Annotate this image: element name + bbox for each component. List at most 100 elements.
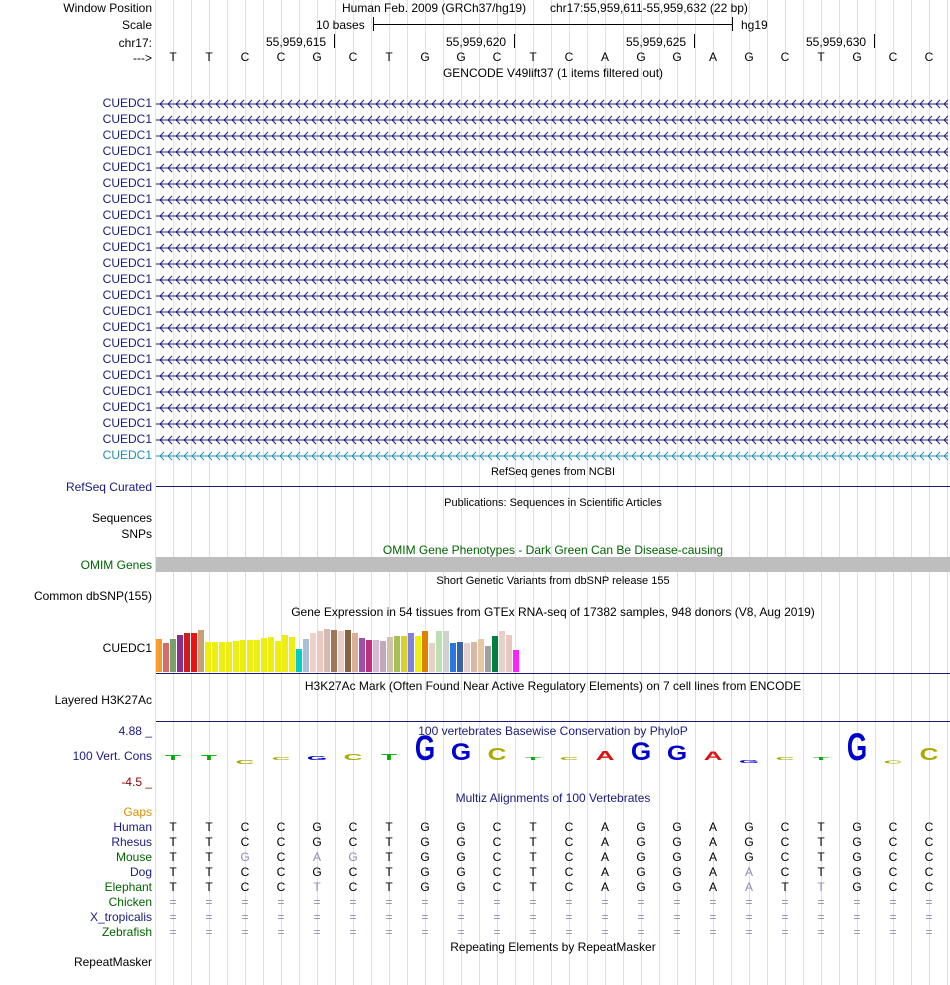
gtex-tissue-bar[interactable] — [443, 631, 449, 672]
gtex-bar-chart[interactable] — [156, 620, 556, 672]
gtex-tissue-bar[interactable] — [324, 629, 330, 672]
gtex-tissue-bar[interactable] — [198, 630, 204, 672]
gtex-tissue-bar[interactable] — [247, 640, 253, 672]
gtex-tissue-bar[interactable] — [310, 633, 316, 672]
gencode-transcript-row[interactable] — [156, 114, 949, 125]
gencode-transcript-row[interactable] — [156, 354, 949, 365]
gencode-transcript-label[interactable]: CUEDC1 — [102, 448, 152, 462]
gtex-tissue-bar[interactable] — [485, 646, 491, 672]
multiz-species-label[interactable]: Rhesus — [111, 835, 152, 849]
gencode-transcript-label[interactable]: CUEDC1 — [102, 192, 152, 206]
gencode-transcript-label[interactable]: CUEDC1 — [102, 240, 152, 254]
gtex-tissue-bar[interactable] — [499, 631, 505, 672]
gtex-tissue-bar[interactable] — [408, 633, 414, 672]
multiz-species-label[interactable]: Zebrafish — [101, 925, 152, 939]
gtex-tissue-bar[interactable] — [352, 633, 358, 672]
dbsnp-track-label[interactable]: Common dbSNP(155) — [33, 589, 152, 603]
snps-track-label[interactable]: SNPs — [121, 527, 152, 541]
gencode-transcript-label[interactable]: CUEDC1 — [102, 432, 152, 446]
gtex-tissue-bar[interactable] — [345, 630, 351, 672]
repeatmasker-track-label[interactable]: RepeatMasker — [73, 955, 152, 969]
gencode-transcript-row[interactable] — [156, 226, 949, 237]
gtex-tissue-bar[interactable] — [282, 635, 288, 672]
gencode-transcript-row[interactable] — [156, 210, 949, 221]
gtex-tissue-bar[interactable] — [380, 641, 386, 672]
gtex-tissue-bar[interactable] — [450, 643, 456, 672]
gencode-transcript-label[interactable]: CUEDC1 — [102, 352, 152, 366]
gencode-transcript-label[interactable]: CUEDC1 — [102, 144, 152, 158]
gencode-transcript-label[interactable]: CUEDC1 — [102, 272, 152, 286]
gencode-transcript-row[interactable] — [156, 162, 949, 173]
gtex-tissue-bar[interactable] — [331, 630, 337, 672]
gencode-transcript-row[interactable] — [156, 98, 949, 109]
gtex-tissue-bar[interactable] — [401, 636, 407, 672]
gtex-tissue-bar[interactable] — [296, 649, 302, 672]
gtex-tissue-bar[interactable] — [163, 643, 169, 672]
gtex-tissue-bar[interactable] — [373, 640, 379, 672]
multiz-species-label[interactable]: Elephant — [104, 880, 152, 894]
gencode-transcript-row[interactable] — [156, 130, 949, 141]
sequences-track-label[interactable]: Sequences — [91, 511, 152, 525]
gencode-transcript-label[interactable]: CUEDC1 — [102, 176, 152, 190]
gtex-tissue-bar[interactable] — [261, 638, 267, 672]
gencode-transcript-row[interactable] — [156, 194, 949, 205]
gtex-tissue-bar[interactable] — [268, 637, 274, 672]
gencode-transcript-row[interactable] — [156, 402, 949, 413]
gtex-tissue-bar[interactable] — [191, 633, 197, 672]
gtex-tissue-bar[interactable] — [317, 631, 323, 672]
gtex-tissue-bar[interactable] — [177, 635, 183, 672]
gtex-tissue-bar[interactable] — [436, 631, 442, 672]
gencode-transcript-label[interactable]: CUEDC1 — [102, 112, 152, 126]
gencode-transcript-label[interactable]: CUEDC1 — [102, 304, 152, 318]
gtex-tissue-bar[interactable] — [415, 636, 421, 672]
gencode-transcript-label[interactable]: CUEDC1 — [102, 416, 152, 430]
gtex-tissue-bar[interactable] — [303, 639, 309, 672]
gencode-transcript-label[interactable]: CUEDC1 — [102, 96, 152, 110]
gencode-transcript-row[interactable] — [156, 242, 949, 253]
gencode-transcript-label[interactable]: CUEDC1 — [102, 256, 152, 270]
gtex-tissue-bar[interactable] — [226, 642, 232, 672]
gtex-tissue-bar[interactable] — [464, 643, 470, 672]
gencode-transcript-label[interactable]: CUEDC1 — [102, 208, 152, 222]
gtex-tissue-bar[interactable] — [170, 639, 176, 672]
gtex-tissue-bar[interactable] — [156, 639, 162, 672]
gtex-tissue-bar[interactable] — [513, 650, 519, 672]
multiz-species-label[interactable]: Dog — [129, 865, 152, 879]
gtex-tissue-bar[interactable] — [359, 638, 365, 672]
multiz-species-label[interactable]: X_tropicalis — [89, 910, 152, 924]
gtex-tissue-bar[interactable] — [338, 631, 344, 672]
gtex-tissue-bar[interactable] — [394, 636, 400, 672]
gtex-gene-label[interactable]: CUEDC1 — [102, 641, 152, 655]
gtex-tissue-bar[interactable] — [254, 640, 260, 672]
gencode-transcript-label[interactable]: CUEDC1 — [102, 336, 152, 350]
gtex-tissue-bar[interactable] — [184, 633, 190, 672]
gencode-transcript-row[interactable] — [156, 146, 949, 157]
omim-track-label[interactable]: OMIM Genes — [80, 558, 152, 572]
gencode-transcript-label[interactable]: CUEDC1 — [102, 288, 152, 302]
gencode-transcript-row[interactable] — [156, 386, 949, 397]
gtex-tissue-bar[interactable] — [219, 642, 225, 672]
gtex-tissue-bar[interactable] — [289, 637, 295, 672]
gtex-tissue-bar[interactable] — [275, 641, 281, 672]
gtex-tissue-bar[interactable] — [457, 642, 463, 672]
gtex-tissue-bar[interactable] — [471, 642, 477, 672]
gtex-tissue-bar[interactable] — [233, 641, 239, 672]
gtex-tissue-bar[interactable] — [366, 640, 372, 672]
gtex-tissue-bar[interactable] — [478, 639, 484, 672]
gencode-transcript-label[interactable]: CUEDC1 — [102, 368, 152, 382]
gencode-transcript-label[interactable]: CUEDC1 — [102, 384, 152, 398]
gencode-transcript-label[interactable]: CUEDC1 — [102, 160, 152, 174]
gencode-transcript-row[interactable] — [156, 274, 949, 285]
gtex-tissue-bar[interactable] — [506, 635, 512, 672]
omim-bar[interactable] — [156, 557, 950, 572]
gencode-transcript-row[interactable] — [156, 338, 949, 349]
gencode-transcript-row[interactable] — [156, 450, 949, 461]
gencode-transcript-row[interactable] — [156, 290, 949, 301]
gencode-transcript-label[interactable]: CUEDC1 — [102, 128, 152, 142]
gtex-tissue-bar[interactable] — [212, 642, 218, 672]
gencode-transcript-row[interactable] — [156, 370, 949, 381]
gtex-tissue-bar[interactable] — [205, 642, 211, 672]
refseq-gene-line[interactable] — [156, 486, 950, 487]
gtex-tissue-bar[interactable] — [492, 636, 498, 672]
gencode-transcript-row[interactable] — [156, 322, 949, 333]
